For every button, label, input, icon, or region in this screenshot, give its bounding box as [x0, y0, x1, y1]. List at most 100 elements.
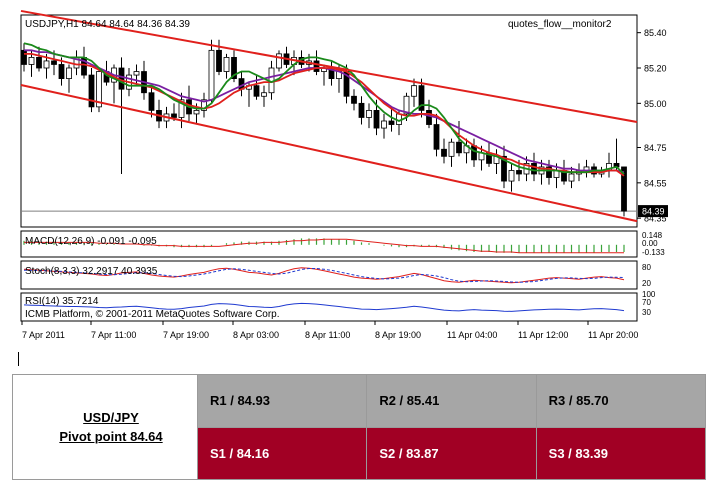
candle-body: [88, 74, 95, 108]
stoch-tick-label: 80: [642, 263, 651, 272]
candle-body: [448, 141, 455, 157]
candle-body: [253, 85, 260, 97]
x-tick-label: 8 Apr 19:00: [375, 330, 421, 340]
candle-body: [58, 64, 65, 80]
copyright-label: ICMB Platform, © 2001-2011 MetaQuotes So…: [25, 309, 280, 320]
s1-cell: S1 / 84.16: [196, 426, 368, 480]
chart-watermark: quotes_flow__monitor2: [508, 19, 612, 30]
pivot-label-cell: USD/JPY Pivot point 84.64: [12, 374, 198, 480]
candle-body: [36, 57, 42, 69]
candle-body: [223, 57, 230, 72]
x-tick-label: 11 Apr 20:00: [588, 330, 638, 340]
candle-body: [403, 95, 410, 115]
candle-body: [201, 99, 207, 111]
rsi-label: RSI(14) 35.7214: [25, 296, 99, 307]
text-cursor: [18, 352, 19, 366]
x-tick-label: 7 Apr 11:00: [91, 330, 136, 340]
stoch-main-line: [23, 267, 625, 284]
x-tick-label: 7 Apr 2011: [22, 330, 65, 340]
pair-label: USD/JPY: [83, 410, 139, 425]
s2-cell: S2 / 83.87: [366, 426, 537, 480]
pivot-point-label: Pivot point 84.64: [59, 429, 163, 444]
ma-green-line: [23, 42, 625, 175]
current-price-label: 84.39: [642, 207, 665, 217]
candle-body: [231, 57, 237, 80]
candle-body: [508, 170, 515, 182]
candle-body: [51, 60, 57, 65]
candle-body: [388, 120, 395, 125]
candle-body: [133, 71, 140, 76]
candle-body: [373, 110, 380, 129]
candle-body: [171, 113, 177, 118]
stoch-signal-line: [24, 268, 625, 283]
support-row: S1 / 84.16 S2 / 83.87 S3 / 83.39: [13, 426, 707, 480]
candle-body: [96, 71, 102, 108]
candle-body: [381, 120, 387, 129]
candle-body: [546, 166, 552, 178]
r2-cell: R2 / 85.41: [366, 374, 537, 428]
x-tick-label: 11 Apr 04:00: [447, 330, 497, 340]
y-tick-label: 84.75: [644, 143, 667, 153]
current-price-box: [638, 205, 668, 218]
rsi-line: [23, 302, 625, 312]
y-tick-label: 85.00: [644, 99, 667, 109]
x-tick-label: 8 Apr 03:00: [233, 330, 279, 340]
candle-body: [433, 124, 440, 150]
candle-body: [208, 49, 215, 101]
channel-lower-line: [20, 84, 638, 223]
y-tick-label: 85.20: [644, 64, 667, 74]
candle-body: [358, 102, 365, 118]
pivot-table: USD/JPY Pivot point 84.64 R1 / 84.93 R2 …: [12, 374, 707, 480]
candle-body: [28, 57, 35, 65]
candle-body: [471, 145, 477, 161]
x-tick-label: 7 Apr 19:00: [163, 330, 209, 340]
r3-cell: R3 / 85.70: [535, 374, 707, 428]
macd-tick-label: 0.00: [642, 239, 658, 248]
x-tick-label: 8 Apr 11:00: [305, 330, 350, 340]
macd-signal-line: [24, 238, 624, 254]
macd-label: MACD(12,26,9) -0.091 -0.095: [25, 236, 157, 247]
candle-body: [276, 53, 282, 69]
candle-body: [418, 85, 425, 111]
candle-body: [516, 170, 522, 175]
candle-body: [43, 60, 50, 69]
symbol-header: USDJPY,H1 84.64 84.64 84.36 84.39: [25, 19, 190, 30]
candle-body: [621, 166, 627, 212]
candle-body: [148, 92, 155, 111]
candle-body: [366, 110, 372, 118]
ma-red-line: [24, 53, 625, 177]
candle-body: [531, 162, 537, 175]
candle-body: [21, 49, 27, 65]
x-tick-label: 11 Apr 12:00: [518, 330, 568, 340]
candle-body: [66, 67, 72, 80]
resistance-row: USD/JPY Pivot point 84.64 R1 / 84.93 R2 …: [12, 374, 707, 480]
rsi-tick-label: 30: [642, 308, 651, 317]
y-tick-label: 85.40: [644, 28, 667, 38]
rsi-tick-label: 100: [642, 290, 656, 299]
candle-body: [426, 110, 432, 125]
stoch-panel: [20, 260, 638, 290]
candle-body: [193, 110, 200, 115]
main-panel: [20, 14, 638, 228]
macd-tick-label: 0.148: [642, 231, 663, 240]
candle-body: [216, 49, 222, 72]
y-tick-label: 84.55: [644, 178, 667, 188]
y-tick-label: 84.35: [644, 214, 667, 224]
rsi-tick-label: 70: [642, 298, 651, 307]
candle-body: [178, 99, 185, 118]
s3-cell: S3 / 83.39: [535, 426, 707, 480]
stoch-tick-label: 20: [642, 279, 651, 288]
channel-upper-line: [20, 9, 638, 123]
candle-body: [313, 60, 320, 72]
candle-body: [441, 148, 447, 157]
r1-cell: R1 / 84.93: [196, 374, 368, 428]
candle-body: [456, 141, 462, 154]
macd-tick-label: -0.133: [642, 248, 665, 257]
candle-body: [411, 85, 417, 97]
candle-body: [568, 173, 575, 182]
candle-body: [501, 155, 507, 182]
stoch-label: Stoch(8,3,3) 32.2917 40.3935: [25, 266, 158, 277]
candle-body: [351, 95, 357, 104]
candle-body: [261, 92, 267, 97]
